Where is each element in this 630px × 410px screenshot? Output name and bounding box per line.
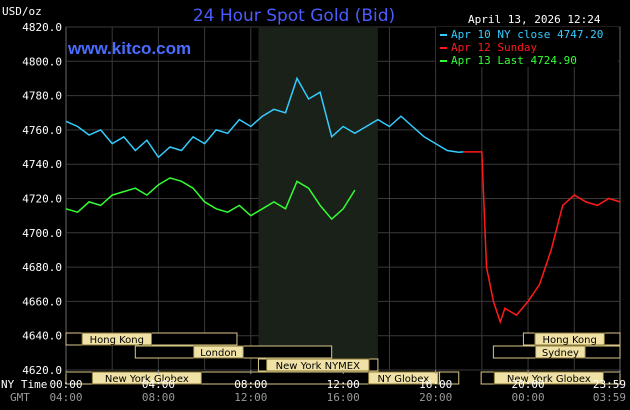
y-tick-label: 4820.0 [22, 21, 62, 34]
watermark: www.kitco.com [67, 39, 191, 58]
x-axis-label-gmt: GMT [10, 391, 30, 404]
session-shading [258, 27, 378, 370]
series-group [65, 76, 621, 325]
x-tick-label-ny: 12:00 [327, 378, 360, 391]
legend-entry: Apr 13 Last 4724.90 [451, 54, 577, 67]
market-label-box [91, 371, 202, 385]
market-label: NY Globex [377, 374, 429, 385]
market-label: New York NYMEX [276, 361, 361, 372]
x-tick-label-gmt: 08:00 [142, 391, 175, 404]
y-tick-label: 4620.0 [22, 364, 62, 377]
market-label-box [368, 371, 439, 385]
market-hours: Hong Kong Hong Kong London Sydney New York N… [65, 332, 621, 385]
market-label: London [200, 348, 237, 359]
chart-title: 24 Hour Spot Gold (Bid) [193, 6, 395, 26]
market-label-box [493, 371, 604, 385]
legend-box [436, 27, 618, 67]
x-tick-label-gmt: 12:00 [234, 391, 267, 404]
series-line-2 [65, 177, 356, 221]
y-tick-label: 4740.0 [22, 158, 62, 171]
series-line-1 [463, 151, 621, 325]
series-line-0 [65, 76, 464, 159]
legend-entry: Apr 12 Sunday [451, 41, 537, 54]
market-label: Hong Kong [90, 335, 144, 346]
y-tick-label: 4660.0 [22, 295, 62, 308]
y-tick-label: 4780.0 [22, 90, 62, 103]
market-label: Hong Kong [542, 335, 596, 346]
x-tick-label-ny: 08:00 [234, 378, 267, 391]
x-tick-label-gmt: 00:00 [511, 391, 544, 404]
y-tick-label: 4640.0 [22, 330, 62, 343]
market-label-box [193, 345, 244, 359]
y-tick-label: 4720.0 [22, 193, 62, 206]
legend-entry: Apr 10 NY close 4747.20 [451, 28, 603, 41]
x-tick-label-gmt: 03:59 [593, 391, 626, 404]
x-tick-label-gmt: 16:00 [327, 391, 360, 404]
x-tick-label-ny: 04:00 [142, 378, 175, 391]
market-label: New York Globex [507, 374, 591, 385]
nymex-session-band [258, 27, 378, 370]
market-label: Sydney [542, 348, 579, 359]
y-tick-label: 4800.0 [22, 55, 62, 68]
y-tick-label: 4700.0 [22, 227, 62, 240]
y-axis-label: USD/oz [2, 5, 42, 18]
axes: 4620.0 4640.0 4660.0 4680.0 4700.0 4720.0 4740… [1, 21, 626, 404]
x-tick-label-gmt: 20:00 [419, 391, 452, 404]
market-bar-3 [439, 371, 460, 385]
timestamp: April 13, 2026 12:24 [468, 13, 601, 26]
market-label-box [266, 358, 370, 372]
market-label-box [534, 332, 605, 346]
market-label: New York Globex [105, 374, 189, 385]
y-tick-label: 4680.0 [22, 261, 62, 274]
market-label-box [535, 345, 586, 359]
x-tick-label-gmt: 04:00 [49, 391, 82, 404]
y-tick-label: 4760.0 [22, 124, 62, 137]
market-label-box [81, 332, 153, 346]
x-tick-label-ny: 00:00 [49, 378, 82, 391]
x-tick-label-ny: 20:00 [511, 378, 544, 391]
x-axis-label-ny: NY Time [1, 378, 47, 391]
x-tick-label-ny: 23:59 [593, 378, 626, 391]
x-tick-label-ny: 16:00 [419, 378, 452, 391]
